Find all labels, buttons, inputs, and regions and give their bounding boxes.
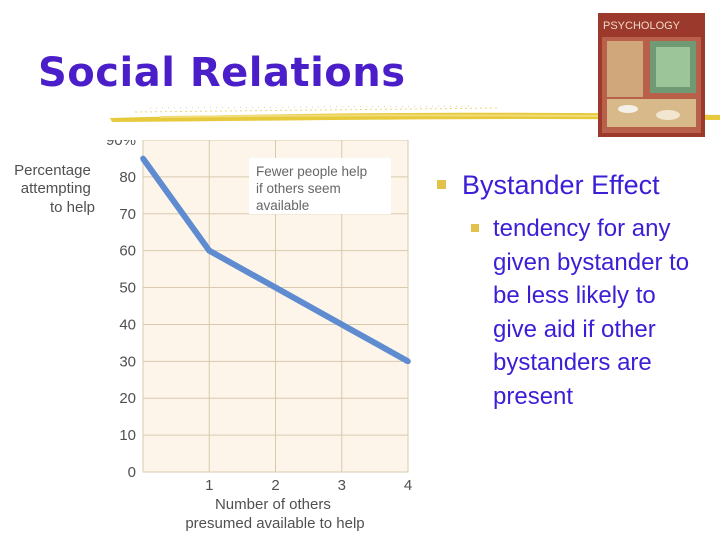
x-tick-label: 3	[338, 477, 346, 494]
bullet-sub-text: tendency for any given bystander to be l…	[493, 215, 690, 410]
data-point	[206, 247, 213, 254]
book-cover-title: PSYCHOLOGY	[603, 20, 681, 32]
y-tick-label: 70	[119, 206, 136, 223]
x-tick-labels: 1 2 3 4	[205, 477, 412, 494]
bullet-marker-square	[437, 180, 446, 189]
y-axis-label: Percentage attempting to help	[14, 162, 95, 216]
data-point	[338, 321, 345, 328]
y-tick-label: 0	[128, 464, 136, 481]
y-tick-label: 60	[119, 243, 136, 260]
y-tick-label: 40	[119, 316, 136, 333]
bullet-main: Bystander Effect	[437, 166, 720, 204]
chart-annotation: Fewer people help if others seem availab…	[256, 164, 371, 213]
y-tick-label: 80	[119, 169, 136, 186]
x-tick-label: 1	[205, 477, 213, 494]
bullet-main-text: Bystander Effect	[462, 170, 660, 200]
bullet-list: Bystander Effect tendency for any given …	[437, 166, 720, 414]
data-point	[140, 155, 146, 162]
psychology-book-cover: PSYCHOLOGY	[598, 13, 705, 137]
y-tick-label: 90%	[106, 140, 136, 149]
data-point	[405, 358, 411, 365]
annotation-box	[249, 158, 391, 214]
bystander-line-chart: Percentage attempting to help 0 10 20 30 40 5…	[14, 140, 412, 532]
x-axis-label: Number of others presumed available to h…	[185, 496, 364, 532]
bullet-sub: tendency for any given bystander to be l…	[471, 212, 693, 414]
sub-bullet-marker-square	[471, 224, 479, 232]
title-underline-brush	[110, 105, 720, 122]
y-tick-label: 30	[119, 353, 136, 370]
slide-title: Social Relations	[38, 50, 406, 96]
y-tick-label: 50	[119, 280, 136, 297]
y-tick-label: 10	[119, 427, 136, 444]
y-tick-labels: 0 10 20 30 40 50 60 70 80 90%	[106, 140, 136, 481]
x-tick-label: 2	[271, 477, 279, 494]
y-tick-label: 20	[119, 390, 136, 407]
x-tick-label: 4	[404, 477, 412, 494]
data-points	[140, 155, 411, 365]
data-point	[272, 284, 279, 291]
